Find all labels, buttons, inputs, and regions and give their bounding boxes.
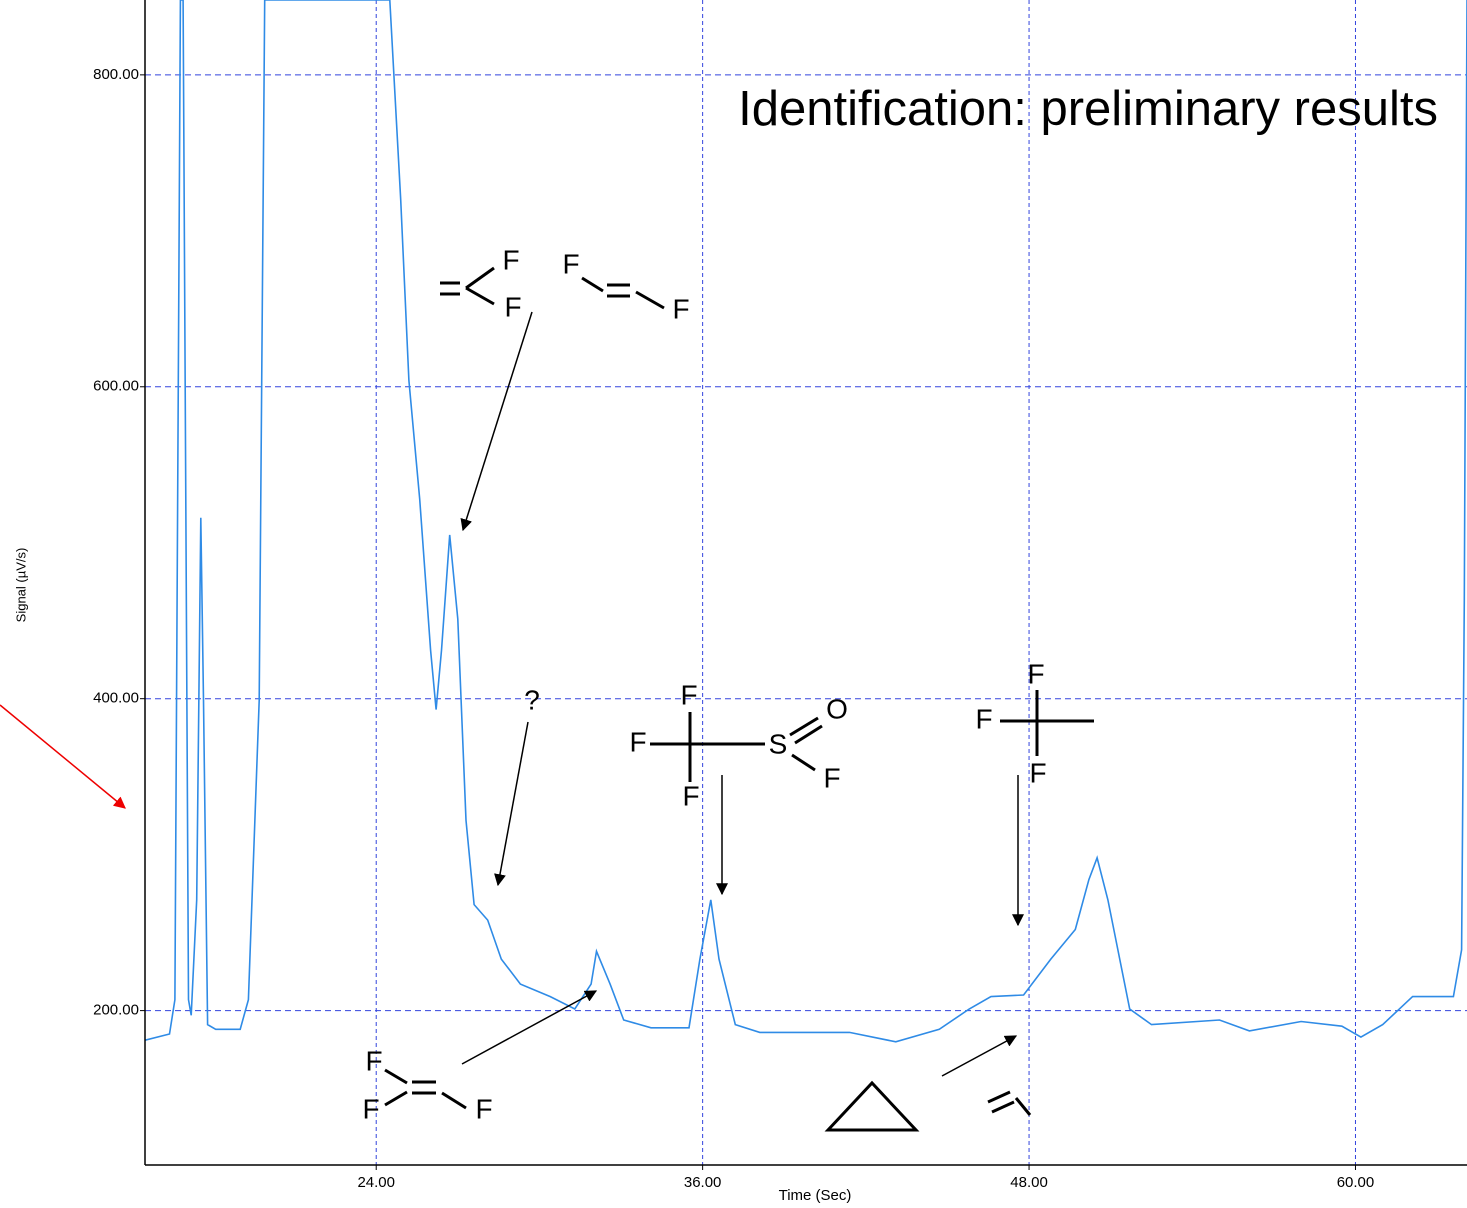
annotation-label: F — [975, 703, 992, 734]
annotation-label: F — [362, 1093, 379, 1124]
y-tick-label: 600.00 — [93, 378, 139, 395]
y-tick-label: 200.00 — [93, 1002, 139, 1019]
x-axis-title: Time (Sec) — [779, 1187, 852, 1204]
annotation-drawings — [384, 266, 1094, 1132]
x-tick-label: 36.00 — [684, 1174, 722, 1191]
y-axis-title: Signal (µV/s) — [13, 548, 28, 623]
signal-line — [145, 0, 1467, 1043]
y-tick-label: 400.00 — [93, 690, 139, 707]
annotation-label: F — [502, 244, 519, 275]
annotation-label: F — [629, 726, 646, 757]
annotation-label: F — [682, 780, 699, 811]
y-tick-label: 800.00 — [93, 66, 139, 83]
annotation-label: F — [504, 291, 521, 322]
x-tick-label: 24.00 — [357, 1174, 395, 1191]
annotation-label: F — [672, 293, 689, 324]
annotation-label: F — [475, 1093, 492, 1124]
x-tick-label: 48.00 — [1010, 1174, 1048, 1191]
x-tick-label: 60.00 — [1337, 1174, 1375, 1191]
series — [145, 0, 1467, 1043]
axes — [144, 0, 1467, 1166]
annotation-label: O — [826, 693, 848, 724]
annotation-label: F — [1027, 658, 1044, 689]
annotation-label: F — [1029, 757, 1046, 788]
annotation-label: F — [680, 679, 697, 710]
arrows — [0, 311, 1024, 1077]
chart-title: Identification: preliminary results — [738, 82, 1438, 136]
annotation-label: S — [769, 728, 788, 759]
annotation-label: F — [562, 248, 579, 279]
annotation-label: F — [365, 1045, 382, 1076]
grid — [140, 0, 1467, 1170]
annotation-label: F — [823, 762, 840, 793]
annotation-label: ? — [524, 684, 540, 715]
